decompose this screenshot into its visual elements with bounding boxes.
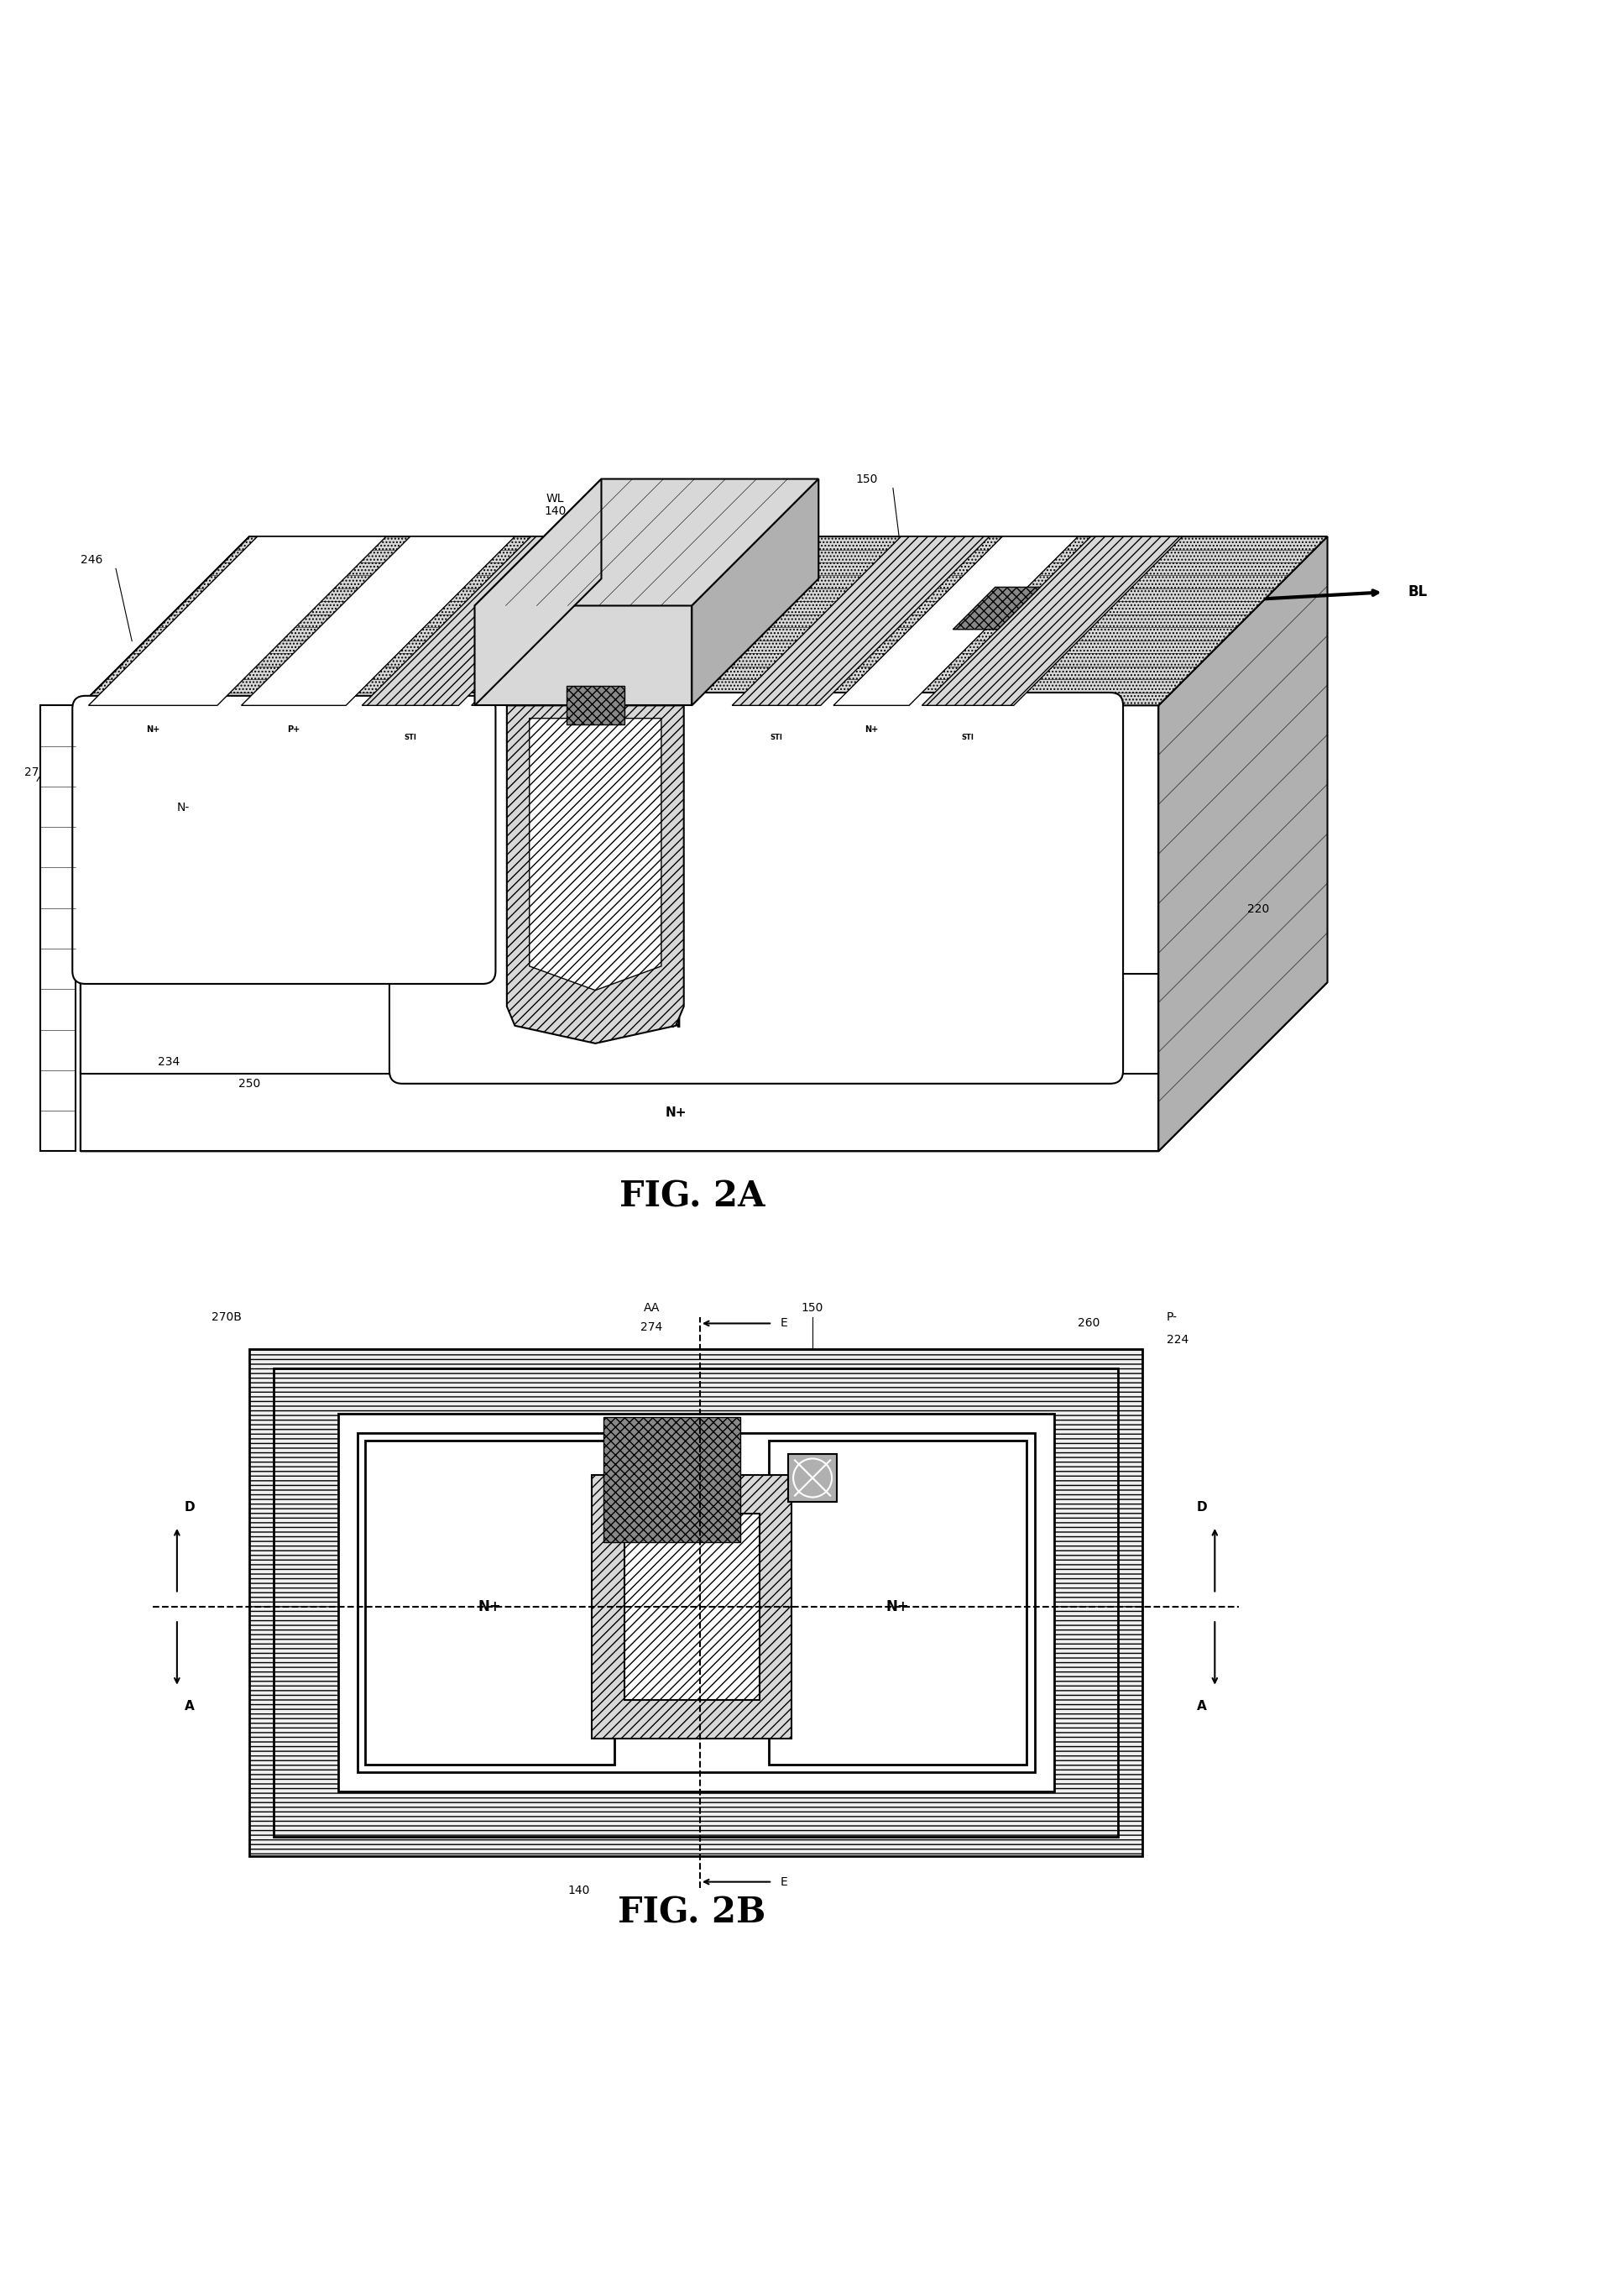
Text: 224: 224 xyxy=(1167,1334,1189,1345)
Text: 234: 234 xyxy=(158,1056,180,1068)
Polygon shape xyxy=(953,588,1041,629)
Text: FG: FG xyxy=(1002,1816,1018,1828)
Text: N-: N- xyxy=(177,801,190,813)
Text: STI: STI xyxy=(404,735,417,742)
Text: A: A xyxy=(185,1699,195,1713)
Polygon shape xyxy=(475,480,819,606)
FancyBboxPatch shape xyxy=(389,693,1123,1084)
Text: N+: N+ xyxy=(515,726,528,735)
Polygon shape xyxy=(922,537,1183,705)
Text: N: N xyxy=(615,891,624,902)
Polygon shape xyxy=(475,606,692,705)
Text: AA: AA xyxy=(644,1302,660,1313)
Text: N-: N- xyxy=(515,661,526,673)
Text: P+: P+ xyxy=(288,726,299,735)
Text: 250: 250 xyxy=(238,1079,261,1091)
Text: N+: N+ xyxy=(665,1107,687,1118)
Text: FIG. 2B: FIG. 2B xyxy=(618,1894,766,1931)
Text: 128.2: 128.2 xyxy=(769,1841,800,1853)
Text: D: D xyxy=(185,1502,195,1513)
Text: 110: 110 xyxy=(708,1832,730,1844)
Text: 254: 254 xyxy=(636,505,658,517)
Text: 130: 130 xyxy=(399,629,422,641)
Text: P-: P- xyxy=(1167,1311,1178,1322)
Text: P-: P- xyxy=(201,677,212,689)
Polygon shape xyxy=(592,1474,792,1738)
Polygon shape xyxy=(80,705,1158,1150)
Polygon shape xyxy=(80,983,1327,1150)
Polygon shape xyxy=(88,537,386,705)
Text: E: E xyxy=(780,1876,788,1887)
Text: 150: 150 xyxy=(856,473,879,484)
Polygon shape xyxy=(249,1350,1142,1855)
Polygon shape xyxy=(471,537,740,705)
Text: 260: 260 xyxy=(1078,1318,1101,1329)
Text: 130: 130 xyxy=(346,1515,368,1527)
Polygon shape xyxy=(788,1453,837,1502)
Text: 238: 238 xyxy=(193,785,216,797)
FancyBboxPatch shape xyxy=(72,696,496,985)
Polygon shape xyxy=(507,705,684,1042)
Text: N-: N- xyxy=(145,746,158,758)
Text: 140: 140 xyxy=(544,505,566,517)
Text: D: D xyxy=(1197,1502,1207,1513)
Text: 110: 110 xyxy=(582,687,602,698)
Polygon shape xyxy=(692,480,819,705)
Polygon shape xyxy=(833,537,1078,705)
Text: BL: BL xyxy=(1408,585,1427,599)
Text: STI: STI xyxy=(962,735,973,742)
Polygon shape xyxy=(338,1414,1054,1791)
Text: E: E xyxy=(780,1318,788,1329)
Polygon shape xyxy=(475,480,602,705)
Text: N+: N+ xyxy=(146,726,159,735)
Polygon shape xyxy=(80,537,1327,705)
Polygon shape xyxy=(362,537,628,705)
Text: N+: N+ xyxy=(864,726,879,735)
Polygon shape xyxy=(80,537,249,1150)
Text: FIG. 2A: FIG. 2A xyxy=(619,1178,764,1215)
Text: N+: N+ xyxy=(478,1598,502,1614)
Text: A: A xyxy=(1197,1699,1207,1713)
Text: N: N xyxy=(671,1017,681,1031)
Polygon shape xyxy=(241,537,515,705)
Text: 270: 270 xyxy=(399,654,422,666)
Text: 150: 150 xyxy=(801,1302,824,1313)
Text: 210: 210 xyxy=(438,553,460,565)
Text: 220: 220 xyxy=(1247,902,1270,914)
Polygon shape xyxy=(624,1513,759,1699)
Text: STI: STI xyxy=(771,735,782,742)
Text: 270B: 270B xyxy=(211,1311,241,1322)
Polygon shape xyxy=(529,719,661,990)
Text: 270: 270 xyxy=(24,767,47,778)
Text: 128.1: 128.1 xyxy=(785,817,816,829)
Text: 246: 246 xyxy=(80,553,103,565)
Text: 226: 226 xyxy=(434,810,457,822)
Text: 128.2: 128.2 xyxy=(740,613,771,625)
Text: 110P: 110P xyxy=(603,608,629,620)
Polygon shape xyxy=(566,687,624,726)
Text: WL: WL xyxy=(545,494,565,505)
Text: 270: 270 xyxy=(351,629,373,641)
Text: N+: N+ xyxy=(887,1598,909,1614)
Text: 114: 114 xyxy=(753,638,772,650)
Polygon shape xyxy=(40,705,76,1150)
Text: 224: 224 xyxy=(249,689,272,700)
Polygon shape xyxy=(1158,537,1327,1150)
Polygon shape xyxy=(769,1442,1027,1763)
Text: 274: 274 xyxy=(640,1320,663,1334)
Text: 242: 242 xyxy=(237,553,259,565)
Polygon shape xyxy=(365,1442,615,1763)
Polygon shape xyxy=(732,537,990,705)
Text: 274P: 274P xyxy=(378,1816,404,1828)
Polygon shape xyxy=(603,1417,740,1543)
Text: 140: 140 xyxy=(568,1885,591,1896)
Text: FG: FG xyxy=(586,668,599,677)
